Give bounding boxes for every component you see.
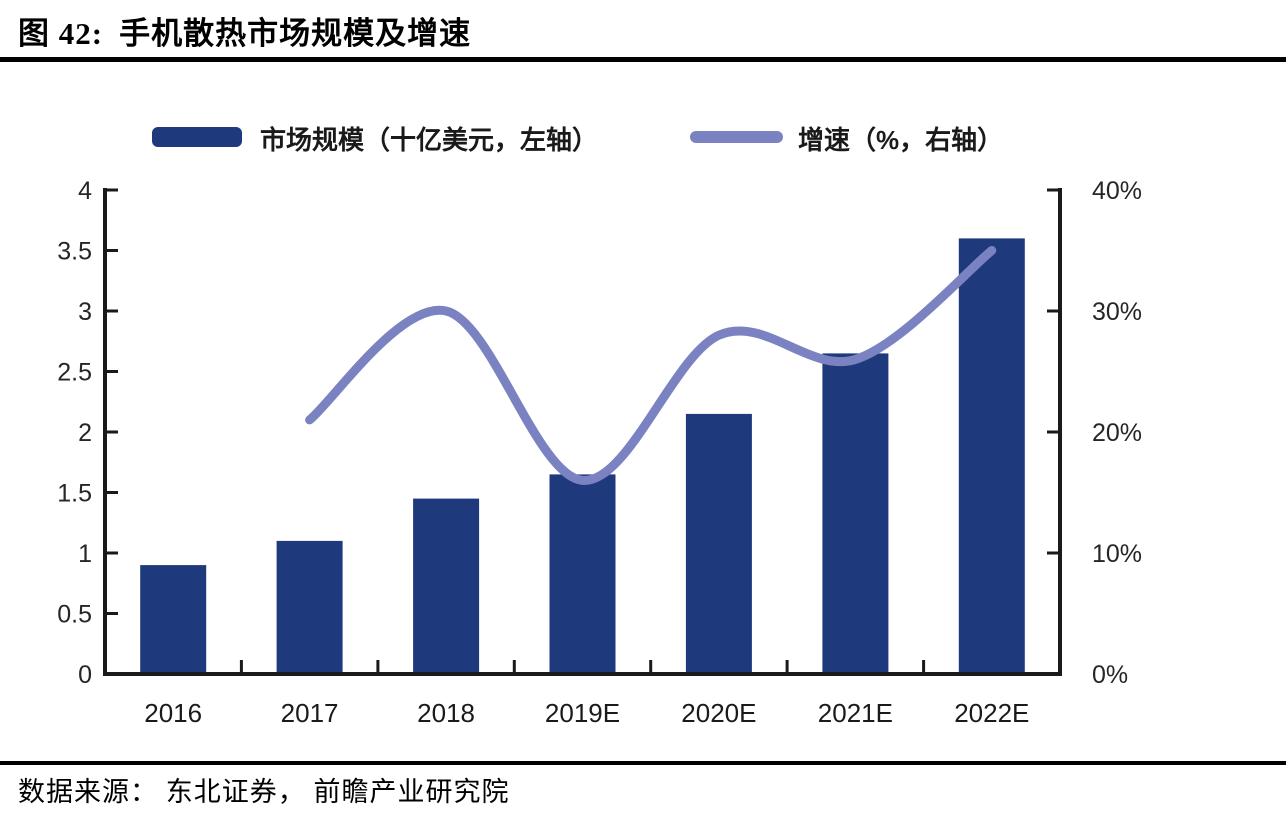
left-axis-tick-label: 1.5 bbox=[57, 480, 92, 508]
bar-2019E bbox=[549, 474, 616, 674]
figure-title: 图 42: 手机散热市场规模及增速 bbox=[18, 8, 471, 53]
bar-2022E bbox=[958, 238, 1025, 674]
line-series-swatch bbox=[690, 131, 783, 143]
left-axis-tick-label: 2.5 bbox=[57, 359, 92, 387]
left-axis-tick-label: 1 bbox=[78, 540, 92, 568]
left-axis-tick-label: 2 bbox=[78, 419, 92, 447]
right-axis-tick-label: 20% bbox=[1092, 419, 1142, 447]
figure-title-text: 手机散热市场规模及增速 bbox=[119, 16, 472, 51]
left-axis-tick-label: 0 bbox=[78, 661, 92, 689]
bar-series-swatch bbox=[152, 127, 242, 147]
left-axis-tick-label: 0.5 bbox=[57, 601, 92, 629]
right-axis-tick-label: 10% bbox=[1092, 540, 1142, 568]
x-axis-label-2021E: 2021E bbox=[818, 698, 893, 728]
right-axis-tick-label: 30% bbox=[1092, 298, 1142, 326]
bar-2018 bbox=[413, 498, 480, 674]
bar-2016 bbox=[140, 565, 207, 674]
left-axis-tick-label: 3 bbox=[78, 298, 92, 326]
legend-label-growth: 增速（%，右轴） bbox=[798, 125, 1004, 155]
x-axis-label-2020E: 2020E bbox=[681, 698, 756, 728]
bar-2020E bbox=[685, 413, 752, 674]
x-axis-label-2016: 2016 bbox=[144, 698, 202, 728]
x-axis-label-2018: 2018 bbox=[417, 698, 475, 728]
left-axis-tick-label: 4 bbox=[78, 177, 92, 205]
right-axis-tick-label: 0% bbox=[1092, 661, 1128, 689]
left-axis-tick-label: 3.5 bbox=[57, 238, 92, 266]
data-source: 数据来源： 东北证券， 前瞻产业研究院 bbox=[18, 777, 510, 807]
footer-divider bbox=[0, 761, 1286, 765]
right-axis-tick-label: 40% bbox=[1092, 177, 1142, 205]
growth-rate-line bbox=[305, 246, 997, 485]
bar-2017 bbox=[276, 540, 343, 674]
legend-label-market-size: 市场规模（十亿美元，左轴） bbox=[260, 125, 599, 155]
x-axis-label-2019E: 2019E bbox=[545, 698, 620, 728]
figure-number-label: 图 42: bbox=[18, 16, 104, 51]
x-axis-label-2017: 2017 bbox=[281, 698, 339, 728]
x-axis-label-2022E: 2022E bbox=[954, 698, 1029, 728]
title-divider bbox=[0, 57, 1286, 62]
bar-2021E bbox=[822, 353, 889, 674]
